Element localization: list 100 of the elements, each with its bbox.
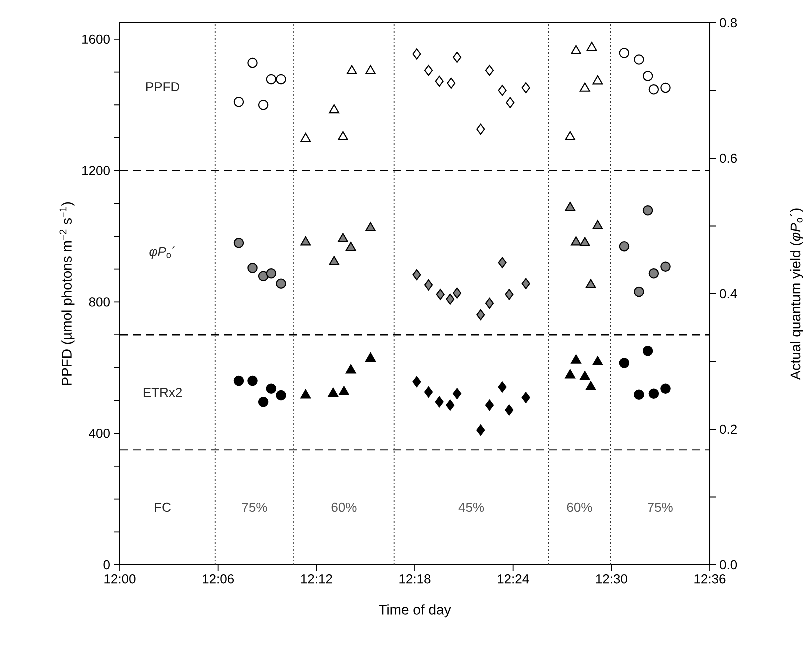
- annotation: ETRx2: [144, 388, 182, 398]
- point: [453, 288, 462, 299]
- point: [234, 238, 244, 248]
- point: [366, 65, 376, 75]
- point: [300, 236, 312, 246]
- point: [234, 376, 244, 386]
- x-tick-label: 12:24: [498, 574, 530, 584]
- y-tick-label: 0: [104, 560, 110, 570]
- point: [446, 294, 455, 305]
- point: [506, 97, 515, 108]
- point: [634, 390, 644, 400]
- point: [580, 237, 590, 246]
- point: [586, 381, 596, 391]
- point: [485, 298, 494, 310]
- point: [592, 220, 604, 230]
- y-tick-label: 800: [89, 298, 110, 307]
- point: [346, 364, 356, 374]
- point: [436, 289, 445, 300]
- point: [266, 268, 277, 279]
- annotation: 45%: [458, 502, 484, 512]
- point: [485, 400, 494, 411]
- point: [412, 48, 422, 60]
- point: [565, 202, 576, 212]
- point: [435, 76, 444, 87]
- point: [346, 242, 356, 252]
- point: [453, 388, 462, 400]
- y2-tick-label: 0.0: [720, 560, 738, 570]
- x-tick-label: 12:18: [400, 574, 431, 584]
- point: [435, 396, 444, 408]
- point: [660, 82, 671, 94]
- point: [248, 58, 258, 68]
- annotation: PPFD: [146, 82, 180, 92]
- point: [642, 71, 654, 82]
- point: [346, 65, 358, 75]
- point: [522, 82, 530, 94]
- y2-tick-label: 0.6: [720, 154, 738, 164]
- point: [648, 388, 660, 399]
- annotation: FC: [155, 502, 171, 512]
- point: [266, 74, 277, 85]
- point: [258, 271, 269, 282]
- point: [300, 390, 312, 399]
- y2-tick-label: 0.2: [720, 424, 737, 434]
- point: [424, 65, 434, 76]
- point: [276, 74, 286, 85]
- point: [571, 236, 582, 246]
- point: [648, 84, 660, 95]
- annotation: 75%: [242, 502, 268, 512]
- point: [619, 48, 630, 58]
- point: [338, 386, 350, 396]
- point: [453, 52, 462, 64]
- point: [412, 376, 422, 388]
- point: [338, 233, 348, 242]
- point: [642, 346, 654, 356]
- point: [586, 42, 598, 52]
- point: [476, 424, 486, 436]
- point: [366, 352, 376, 362]
- point: [592, 356, 604, 366]
- point: [642, 206, 654, 216]
- point: [276, 278, 286, 289]
- point: [248, 263, 258, 274]
- point: [505, 289, 514, 300]
- annotation: φP$_{o}$´: [150, 246, 176, 260]
- point: [266, 384, 277, 394]
- point: [476, 309, 486, 321]
- point: [276, 390, 286, 401]
- point: [446, 400, 455, 411]
- point: [412, 269, 422, 281]
- y2-tick-label: 0.4: [720, 289, 738, 299]
- y-axis-title: PPFD (µmol photons m$^{−2}$ s$^{−1}$): [60, 202, 75, 386]
- x-tick-label: 12:12: [301, 574, 332, 584]
- point: [619, 241, 630, 252]
- y-tick-label: 400: [89, 429, 110, 438]
- point: [580, 82, 590, 92]
- point: [338, 131, 348, 141]
- point: [619, 358, 630, 368]
- point: [329, 256, 340, 266]
- point: [580, 371, 590, 380]
- point: [498, 382, 507, 393]
- y2-tick-label: 0.8: [720, 18, 738, 28]
- point: [424, 280, 434, 291]
- point: [476, 124, 486, 135]
- point: [498, 85, 507, 96]
- annotation: 60%: [332, 502, 357, 512]
- point: [571, 354, 582, 364]
- x-axis-title: Time of day: [379, 604, 452, 618]
- point: [300, 133, 312, 142]
- point: [586, 279, 596, 288]
- point: [648, 268, 660, 279]
- point: [248, 376, 258, 386]
- point: [447, 78, 456, 89]
- y-tick-label: 1600: [82, 34, 110, 44]
- point: [234, 97, 244, 108]
- point: [366, 222, 376, 232]
- point: [258, 396, 269, 408]
- point: [424, 386, 434, 398]
- annotation: 60%: [567, 502, 592, 512]
- point: [660, 384, 671, 394]
- x-tick-label: 12:36: [694, 574, 726, 584]
- x-tick-label: 12:06: [203, 574, 234, 584]
- point: [634, 286, 644, 298]
